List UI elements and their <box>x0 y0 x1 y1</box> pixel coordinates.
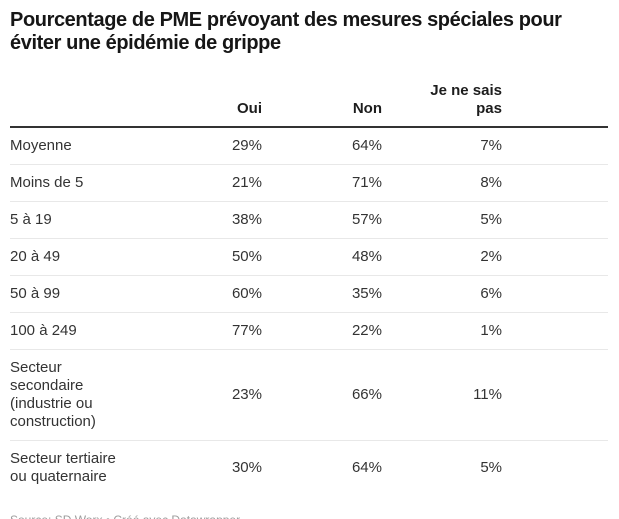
row-label: Moyenne <box>10 127 142 165</box>
cell-non: 57% <box>262 201 382 239</box>
table-header: Oui Non Je ne sais pas <box>10 55 608 128</box>
row-spacer <box>502 441 608 496</box>
footer-separator: • <box>106 513 110 519</box>
cell-oui: 29% <box>142 127 262 165</box>
cell-nsp: 8% <box>382 164 502 202</box>
cell-nsp: 6% <box>382 275 502 313</box>
table-row: 100 à 249 77% 22% 1% <box>10 312 608 350</box>
cell-oui: 21% <box>142 164 262 202</box>
cell-nsp: 5% <box>382 201 502 239</box>
cell-oui: 60% <box>142 275 262 313</box>
table-row: Moyenne 29% 64% 7% <box>10 127 608 165</box>
row-label: 50 à 99 <box>10 275 142 313</box>
cell-oui: 23% <box>142 349 262 441</box>
column-header-empty <box>10 55 142 128</box>
cell-oui: 50% <box>142 238 262 276</box>
row-label: Secteur tertiaire ou quaternaire <box>10 450 116 485</box>
cell-non: 64% <box>262 127 382 165</box>
column-header-nsp: Je ne sais pas <box>382 55 502 128</box>
row-label: Moins de 5 <box>10 164 142 202</box>
table-row: 5 à 19 38% 57% 5% <box>10 201 608 239</box>
source-text: Source: SD Worx <box>10 513 102 519</box>
cell-nsp: 7% <box>382 127 502 165</box>
footer: Source: SD Worx • Créé avec Datawrapper <box>10 513 608 519</box>
column-header-non: Non <box>262 55 382 128</box>
row-spacer <box>502 312 608 350</box>
row-spacer <box>502 127 608 165</box>
cell-non: 64% <box>351 459 382 476</box>
datawrapper-credit-link[interactable]: Créé avec Datawrapper <box>113 513 240 519</box>
cell-non: 71% <box>262 164 382 202</box>
row-spacer <box>502 275 608 313</box>
table-row: Moins de 5 21% 71% 8% <box>10 164 608 202</box>
row-spacer <box>502 238 608 276</box>
cell-non: 22% <box>262 312 382 350</box>
row-label: Secteur secondaire (industrie ou constru… <box>10 349 142 441</box>
row-spacer <box>502 164 608 202</box>
header-row: Oui Non Je ne sais pas <box>10 55 608 128</box>
cell-non: 48% <box>262 238 382 276</box>
table-row: 50 à 99 60% 35% 6% <box>10 275 608 313</box>
cell-nsp: 11% <box>382 349 502 441</box>
chart-title: Pourcentage de PME prévoyant des mesures… <box>10 9 562 54</box>
data-table: Oui Non Je ne sais pas Moyenne 29% 64% 7… <box>10 55 608 495</box>
cell-oui: 30% <box>231 459 262 476</box>
cell-nsp: 2% <box>382 238 502 276</box>
cell-oui: 38% <box>142 201 262 239</box>
table-body: Moyenne 29% 64% 7% Moins de 5 21% 71% 8%… <box>10 127 608 495</box>
table-row: 20 à 49 50% 48% 2% <box>10 238 608 276</box>
row-label: 100 à 249 <box>10 312 142 350</box>
column-header-oui: Oui <box>142 55 262 128</box>
cell-oui: 77% <box>142 312 262 350</box>
row-spacer <box>502 349 608 441</box>
cell-nsp: 1% <box>382 312 502 350</box>
cell-nsp: 5% <box>480 459 502 476</box>
cell-non: 66% <box>262 349 382 441</box>
header-spacer <box>502 55 608 128</box>
table-row: Secteur tertiaire ou quaternaire 30% 64%… <box>10 441 608 496</box>
row-label: 5 à 19 <box>10 201 142 239</box>
row-spacer <box>502 201 608 239</box>
table-row: Secteur secondaire (industrie ou constru… <box>10 349 608 441</box>
cell-non: 35% <box>262 275 382 313</box>
row-label: 20 à 49 <box>10 238 142 276</box>
